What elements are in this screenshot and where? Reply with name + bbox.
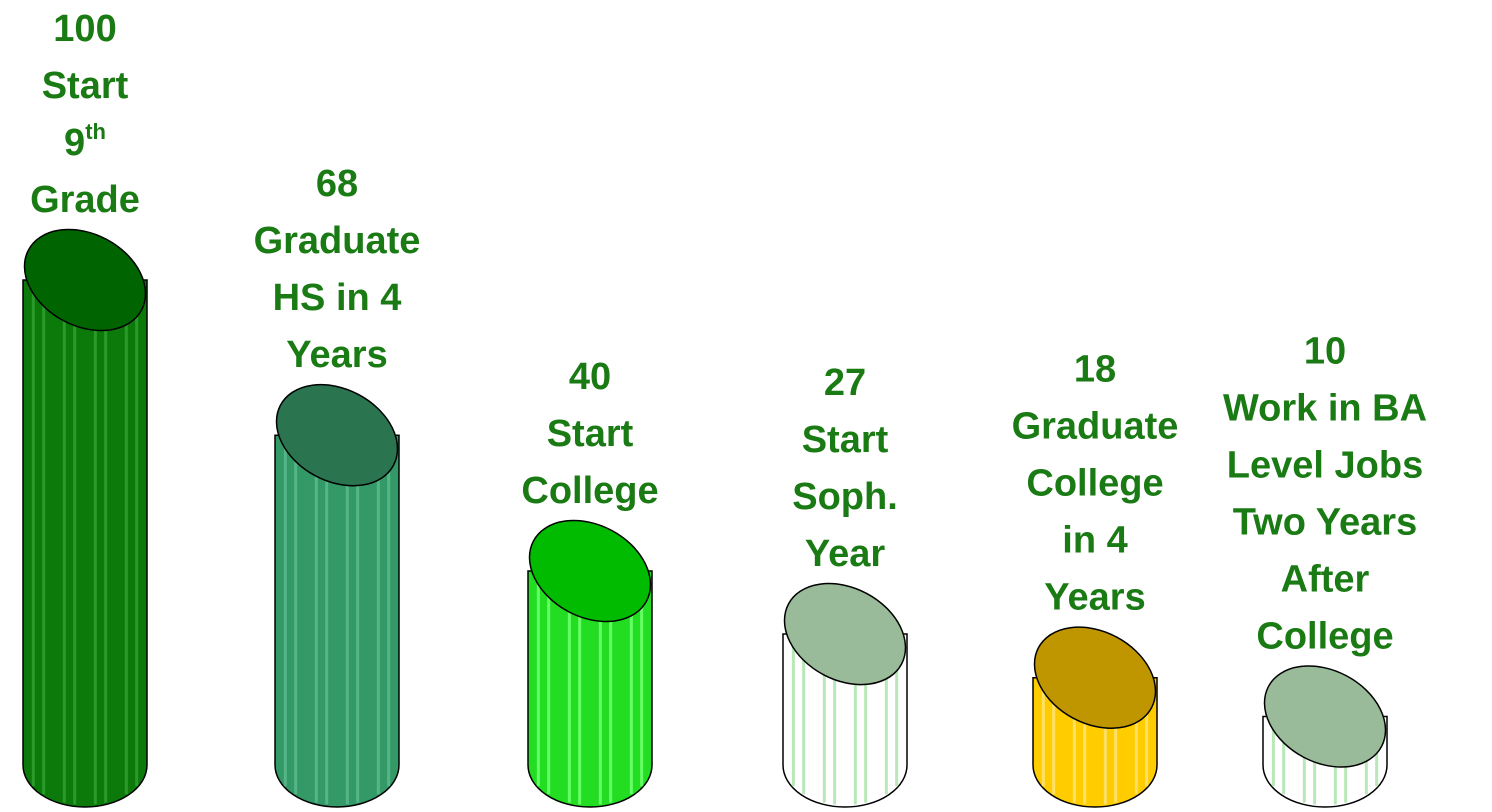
category-label: Years bbox=[1044, 577, 1145, 619]
category-label: Year bbox=[805, 533, 886, 575]
cylinder-bar bbox=[22, 228, 148, 808]
cylinder-bar bbox=[1262, 665, 1388, 808]
category-label: Graduate bbox=[254, 220, 421, 262]
category-label: Start bbox=[42, 65, 129, 107]
category-label: in 4 bbox=[1062, 520, 1127, 562]
category-label: Grade bbox=[30, 179, 140, 221]
category-label: Level Jobs bbox=[1227, 445, 1423, 487]
cylinder-body bbox=[274, 434, 400, 808]
value-label: 40 bbox=[569, 356, 611, 398]
value-label: 27 bbox=[824, 362, 866, 404]
cylinder-top bbox=[275, 383, 399, 487]
cylinder-bar bbox=[782, 582, 908, 808]
value-label: 18 bbox=[1074, 349, 1116, 391]
cylinder-body bbox=[22, 279, 148, 808]
cylinder-top bbox=[1263, 665, 1387, 768]
value-label: 68 bbox=[316, 163, 358, 205]
category-label: Two Years bbox=[1233, 502, 1417, 544]
category-label: HS in 4 bbox=[273, 277, 402, 319]
category-label: Start bbox=[547, 413, 634, 455]
value-label: 10 bbox=[1304, 331, 1346, 373]
category-label: Soph. bbox=[792, 476, 898, 518]
cylinder-top bbox=[1033, 626, 1157, 729]
category-label: 9th bbox=[64, 119, 106, 164]
cylinder-bar bbox=[527, 519, 653, 808]
category-label: College bbox=[1256, 616, 1393, 658]
value-label: 100 bbox=[53, 8, 116, 50]
category-label: Start bbox=[802, 419, 889, 461]
category-label: College bbox=[1026, 463, 1163, 505]
cylinder-body bbox=[527, 570, 653, 808]
cylinder-top bbox=[783, 582, 907, 686]
category-label: Years bbox=[286, 334, 387, 376]
cylinder-top bbox=[23, 228, 147, 332]
category-label: After bbox=[1281, 559, 1370, 601]
category-label: College bbox=[521, 470, 658, 512]
cylinder-bar bbox=[1032, 626, 1158, 808]
category-label: Work in BA bbox=[1223, 388, 1427, 430]
cylinder-bar bbox=[274, 383, 400, 808]
category-label: Graduate bbox=[1012, 406, 1179, 448]
cylinder-top bbox=[528, 519, 652, 623]
